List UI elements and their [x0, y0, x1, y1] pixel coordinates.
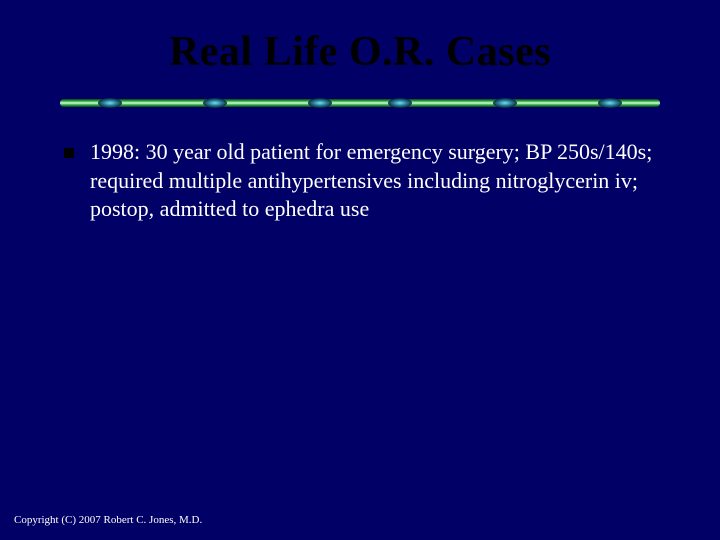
slide-title: Real Life O.R. Cases	[40, 28, 680, 76]
slide-container: Real Life O.R. Cases	[0, 0, 720, 540]
bullet-text: 1998: 30 year old patient for emergency …	[90, 138, 660, 224]
divider-icon	[60, 96, 660, 110]
bullet-item: 1998: 30 year old patient for emergency …	[64, 138, 660, 224]
copyright-footer: Copyright (C) 2007 Robert C. Jones, M.D.	[14, 514, 202, 526]
square-bullet-icon	[64, 148, 74, 158]
decorative-divider	[60, 96, 660, 110]
slide-body: 1998: 30 year old patient for emergency …	[40, 138, 680, 224]
